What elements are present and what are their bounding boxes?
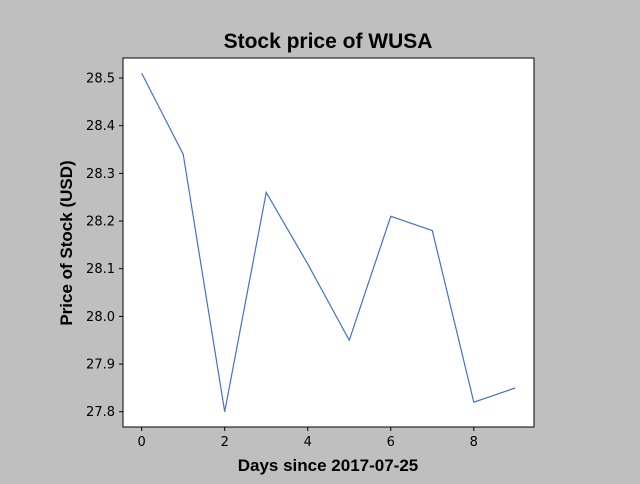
x-axis-ticks: 0 2 4 6 8 (138, 427, 478, 450)
y-tick-label: 28.5 (86, 72, 115, 87)
y-tick-label: 27.9 (86, 358, 115, 373)
x-axis-label: Days since 2017-07-25 (238, 456, 419, 475)
plot-area (122, 57, 535, 428)
y-tick-label: 27.8 (86, 405, 115, 420)
series-layer (141, 72, 516, 412)
x-tick-label: 4 (304, 435, 312, 450)
x-tick-label: 2 (221, 435, 229, 450)
y-tick-label: 28.2 (86, 215, 115, 230)
y-tick-label: 28.0 (86, 310, 115, 325)
y-tick-label: 28.3 (86, 167, 115, 182)
y-axis-label: Price of Stock (USD) (57, 160, 76, 325)
y-tick-label: 28.4 (86, 119, 115, 134)
x-tick-label: 0 (138, 435, 146, 450)
x-tick-label: 6 (387, 435, 395, 450)
y-axis-ticks: 27.8 27.9 28.0 28.1 28.2 28.3 28.4 28.5 (86, 72, 123, 420)
x-tick-label: 8 (470, 435, 478, 450)
y-tick-label: 28.1 (86, 262, 115, 277)
series-line (141, 72, 516, 412)
chart-title: Stock price of WUSA (224, 30, 433, 53)
